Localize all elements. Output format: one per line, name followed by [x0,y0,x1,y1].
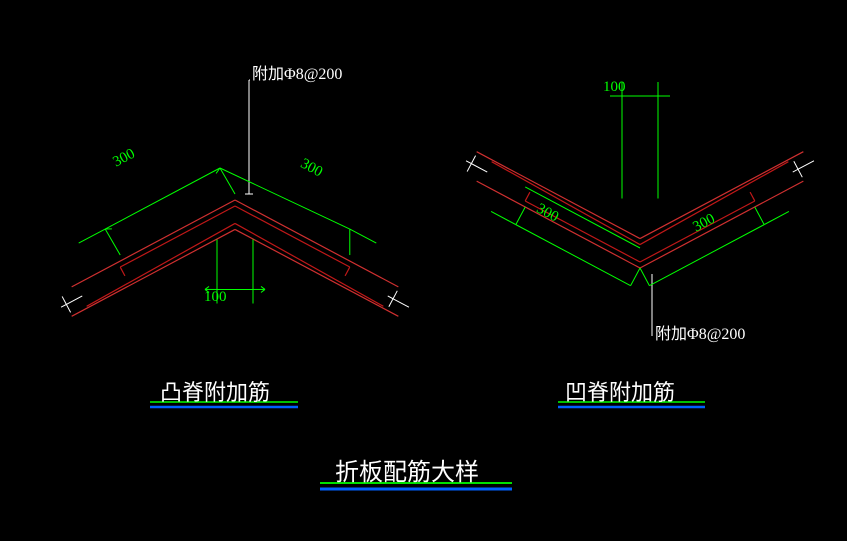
left-dim-100: 100 [204,289,227,306]
main-title: 折板配筋大样 [335,452,479,487]
right-subtitle: 凹脊附加筋 [565,375,675,407]
left-annotation: 附加Φ8@200 [252,60,342,84]
left-subtitle: 凸脊附加筋 [160,375,270,407]
right-dim-100: 100 [603,79,626,96]
right-annotation: 附加Φ8@200 [655,320,745,344]
